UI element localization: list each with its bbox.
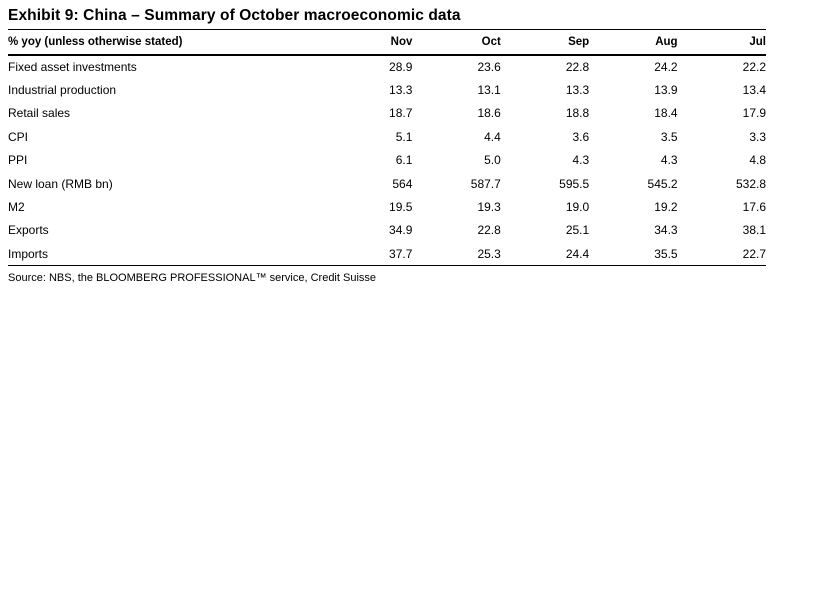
table-row: New loan (RMB bn) 564 587.7 595.5 545.2 532.8 xyxy=(8,172,766,195)
header-col-sep: Sep xyxy=(500,30,590,56)
row-label: CPI xyxy=(8,129,29,144)
row-label: Imports xyxy=(8,242,325,267)
table-cell: 13.3 xyxy=(565,83,590,98)
table-cell: 4.8 xyxy=(749,153,766,168)
table-cell: 34.9 xyxy=(389,223,413,238)
table-row: Exports 34.9 22.8 25.1 34.3 38.1 xyxy=(8,219,766,242)
table-row: Fixed asset investments 28.9 23.6 22.8 24.2 2… xyxy=(8,55,766,78)
table-cell: 532.8 xyxy=(735,176,766,191)
table-cell: 13.1 xyxy=(477,83,501,98)
table-cell: 13.4 xyxy=(742,83,766,98)
table-cell: 18.4 xyxy=(654,106,678,121)
exhibit-title: Exhibit 9: China – Summary of October ma… xyxy=(8,7,766,30)
table-cell: 25.3 xyxy=(412,242,501,267)
table-cell: 13.9 xyxy=(654,83,678,98)
header-col-nov: Nov xyxy=(324,30,413,56)
table-cell: 4.3 xyxy=(572,153,590,168)
macro-data-table: % yoy (unless otherwise stated) Nov Oct … xyxy=(8,30,766,267)
table-cell: 6.1 xyxy=(395,153,413,168)
table-cell: 22.7 xyxy=(677,242,766,267)
table-cell: 34.3 xyxy=(654,223,678,238)
table-cell: 22.8 xyxy=(477,223,501,238)
table-cell: 4.3 xyxy=(660,153,678,168)
table-cell: 37.7 xyxy=(324,242,413,267)
table-cell: 23.6 xyxy=(477,60,501,75)
table-header-row: % yoy (unless otherwise stated) Nov Oct … xyxy=(8,30,766,56)
table-cell: 13.3 xyxy=(389,83,413,98)
source-note: Source: NBS, the BLOOMBERG PROFESSIONAL™… xyxy=(8,272,377,285)
report-page: Exhibit 9: China – Summary of October ma… xyxy=(0,0,766,284)
table-cell: 3.6 xyxy=(572,129,590,144)
row-label: M2 xyxy=(8,200,25,215)
row-label: PPI xyxy=(8,153,28,168)
table-cell: 22.8 xyxy=(565,60,590,75)
table-cell: 5.1 xyxy=(395,129,413,144)
row-label: Fixed asset investments xyxy=(8,60,137,75)
table-cell: 4.4 xyxy=(484,129,501,144)
table-cell: 19.2 xyxy=(654,200,678,215)
header-col-oct: Oct xyxy=(412,30,501,56)
table-cell: 19.3 xyxy=(477,200,501,215)
header-col-aug: Aug xyxy=(589,30,678,56)
row-label: Industrial production xyxy=(8,83,117,98)
table-row: Imports 37.7 25.3 24.4 35.5 22.7 xyxy=(8,242,766,267)
table-cell: 3.3 xyxy=(749,129,766,144)
table-cell: 587.7 xyxy=(470,176,501,191)
header-col-jul: Jul xyxy=(677,30,766,56)
table-cell: 3.5 xyxy=(660,129,678,144)
row-label: Retail sales xyxy=(8,106,71,121)
table-cell: 18.7 xyxy=(389,106,413,121)
table-row: CPI 5.1 4.4 3.6 3.5 3.3 xyxy=(8,125,766,148)
table-cell: 19.5 xyxy=(389,200,413,215)
row-label: New loan (RMB bn) xyxy=(8,176,113,191)
row-label: Exports xyxy=(8,223,49,238)
table-cell: 24.2 xyxy=(654,60,678,75)
table-row: PPI 6.1 5.0 4.3 4.3 4.8 xyxy=(8,149,766,172)
table-cell: 564 xyxy=(392,176,413,191)
table-cell: 595.5 xyxy=(559,176,590,191)
table-row: Retail sales 18.7 18.6 18.8 18.4 17.9 xyxy=(8,102,766,125)
header-unit-note: % yoy (unless otherwise stated) xyxy=(8,30,325,56)
table-cell: 24.4 xyxy=(500,242,590,267)
table-cell: 35.5 xyxy=(589,242,678,267)
table-cell: 38.1 xyxy=(742,223,766,238)
table-body: Fixed asset investments 28.9 23.6 22.8 24.2 2… xyxy=(8,55,766,267)
table-cell: 18.8 xyxy=(565,106,590,121)
table-cell: 18.6 xyxy=(477,106,501,121)
table-row: M2 19.5 19.3 19.0 19.2 17.6 xyxy=(8,195,766,218)
table-row: Industrial production 13.3 13.1 13.3 13.9 13.… xyxy=(8,78,766,101)
table-cell: 25.1 xyxy=(565,223,590,238)
table-cell: 5.0 xyxy=(484,153,501,168)
table-cell: 22.2 xyxy=(742,60,766,75)
table-cell: 17.6 xyxy=(742,200,766,215)
table-cell: 545.2 xyxy=(647,176,678,191)
table-cell: 17.9 xyxy=(742,106,766,121)
table-cell: 28.9 xyxy=(389,60,413,75)
table-cell: 19.0 xyxy=(565,200,590,215)
